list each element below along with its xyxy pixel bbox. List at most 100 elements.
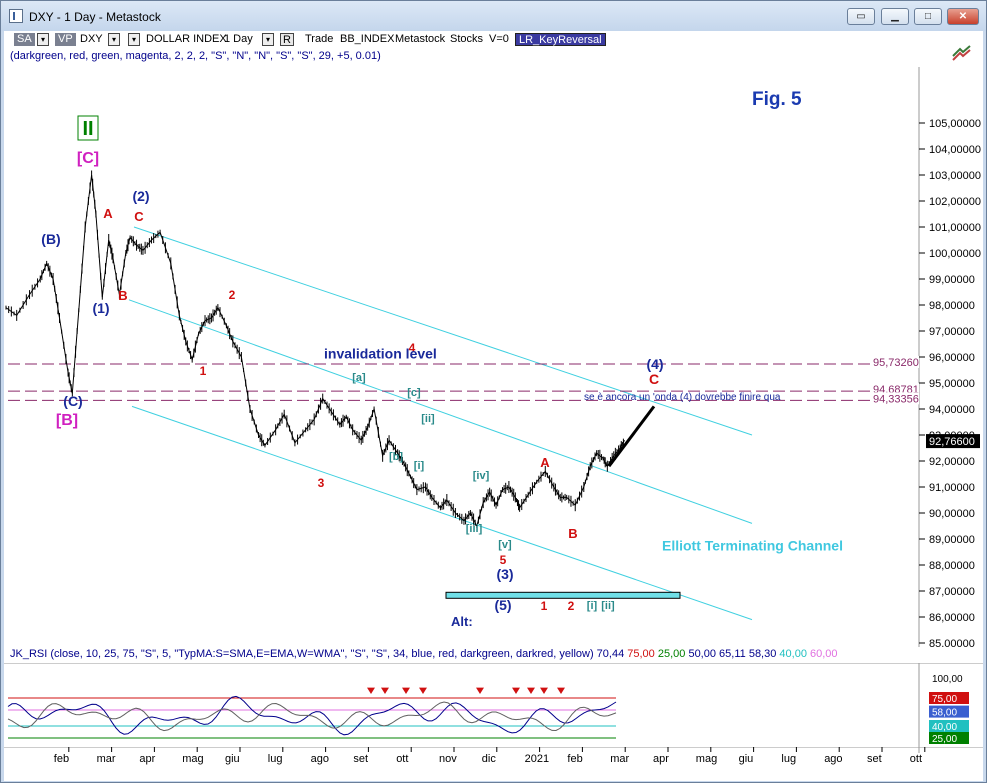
rsi-arrow-icon xyxy=(367,687,375,694)
vp-button[interactable]: VP xyxy=(55,33,76,46)
trade-label: Trade xyxy=(305,33,334,45)
wave-label: C xyxy=(134,209,144,224)
figure-label: Fig. 5 xyxy=(752,89,802,110)
rsi-arrow-icon xyxy=(402,687,410,694)
wave-label: [i] xyxy=(414,460,425,472)
x-tick-label: set xyxy=(867,753,882,765)
rsi-readout: 58,30 xyxy=(745,648,777,660)
y-tick-label: 102,00000 xyxy=(929,196,981,208)
x-tick-label: lug xyxy=(268,753,283,765)
projection-line xyxy=(607,405,656,468)
indicator-tag[interactable]: LR_KeyReversal xyxy=(515,33,606,46)
x-tick-label: dic xyxy=(482,753,497,765)
y-tick-label: 91,00000 xyxy=(929,482,975,494)
rsi-tick-bg xyxy=(929,692,969,704)
note-label: se è ancora un 'onda (4) dovrebbe finire… xyxy=(584,392,781,403)
wave-label: (5) xyxy=(494,597,511,613)
wave-label: 5 xyxy=(500,553,507,567)
wave-label: [i] xyxy=(587,600,598,612)
wave-label: [C] xyxy=(77,150,99,167)
wave-label: 2 xyxy=(568,599,575,613)
sa-dropdown-icon[interactable]: ▾ xyxy=(37,33,49,46)
restore-icon[interactable]: ▭ xyxy=(847,8,875,25)
alt-label: Alt: xyxy=(451,614,473,629)
window-title: DXY - 1 Day - Metastock xyxy=(29,10,161,24)
y-tick-label: 99,00000 xyxy=(929,274,975,286)
wave-label: (3) xyxy=(496,566,513,582)
level-label-bg xyxy=(870,383,919,396)
y-tick-label: 92,00000 xyxy=(929,456,975,468)
wave-label: (C) xyxy=(63,393,82,409)
y-tick-label: 98,00000 xyxy=(929,300,975,312)
target-zone xyxy=(445,591,681,599)
maximize-button[interactable]: □ xyxy=(914,8,942,25)
rsi-line xyxy=(7,701,617,732)
period-dropdown-icon[interactable]: ▾ xyxy=(262,33,274,46)
wave-label: [ii] xyxy=(421,413,435,425)
compare-dropdown-icon[interactable]: ▾ xyxy=(128,33,140,46)
y-tick-label: 88,00000 xyxy=(929,560,975,572)
wave-label: (B) xyxy=(41,231,60,247)
wave-label: [ii] xyxy=(601,600,615,612)
rsi-arrow-icon xyxy=(381,687,389,694)
chart-toolbar: SA ▾ VP DXY ▾ ▾ DOLLAR INDEX 1 Day ▾ R T… xyxy=(4,31,983,49)
rsi-tick-label: 75,00 xyxy=(932,694,957,705)
symbol-dropdown-icon[interactable]: ▾ xyxy=(108,33,120,46)
r-button[interactable]: R xyxy=(280,33,294,46)
x-tick-label: ott xyxy=(396,753,408,765)
rsi-tick-label: 100,00 xyxy=(932,674,963,685)
rsi-tick-bg xyxy=(929,705,969,718)
x-tick-label: mar xyxy=(610,753,629,765)
wave-label: 3 xyxy=(318,476,325,490)
wave-label: A xyxy=(540,455,550,470)
indicator-params: (darkgreen, red, green, magenta, 2, 2, 2… xyxy=(10,50,381,62)
x-tick-label: feb xyxy=(54,753,69,765)
rsi-arrow-icon xyxy=(540,687,548,694)
wave-label: 2 xyxy=(229,288,236,302)
symbol-label: DXY xyxy=(80,33,103,45)
wave-label: [iv] xyxy=(473,470,490,482)
channel-line xyxy=(131,405,753,621)
rsi-tick-label: 25,00 xyxy=(932,734,957,745)
x-tick-label: mag xyxy=(696,753,717,765)
rsi-tick-bg xyxy=(929,720,969,732)
minimize-button[interactable]: ▁ xyxy=(881,8,909,25)
sa-button[interactable]: SA xyxy=(14,33,35,46)
level-label-bg xyxy=(870,355,919,368)
y-tick-label: 90,00000 xyxy=(929,508,975,520)
chart-area: SA ▾ VP DXY ▾ ▾ DOLLAR INDEX 1 Day ▾ R T… xyxy=(4,31,983,781)
y-tick-label: 87,00000 xyxy=(929,586,975,598)
stocks-label: Stocks xyxy=(450,33,484,45)
wave-label: [b] xyxy=(389,451,403,463)
source-label: Metastock xyxy=(395,33,446,45)
refresh-icon[interactable] xyxy=(950,43,976,63)
y-tick-label: 104,00000 xyxy=(929,144,981,156)
volume-label: V=0 xyxy=(489,33,509,45)
app-icon xyxy=(9,9,23,23)
x-tick-label: lug xyxy=(781,753,796,765)
x-axis: feb mar apr mag giu lug ago set ott nov dic 2021 feb… xyxy=(4,747,983,765)
wave-label: [B] xyxy=(56,412,78,429)
x-tick-label: apr xyxy=(653,753,669,765)
wave-label: [iii] xyxy=(466,523,483,535)
x-tick-label: set xyxy=(353,753,368,765)
channel-line xyxy=(128,299,753,524)
price-series-line xyxy=(5,174,625,528)
wave-label: A xyxy=(103,206,113,221)
rsi-params: JK_RSI (close, 10, 25, 75, "S", 5, "TypM… xyxy=(10,648,594,660)
wave-label: [v] xyxy=(498,539,512,551)
rsi-readout: 65,11 xyxy=(715,648,746,660)
wave-label-box xyxy=(77,115,99,141)
y-tick-label: 103,00000 xyxy=(929,170,981,182)
rsi-readout: 60,00 xyxy=(806,648,838,660)
wave-label: II xyxy=(82,118,93,140)
close-button[interactable]: ✕ xyxy=(947,8,979,25)
level-label: 95,73260 xyxy=(873,357,919,369)
x-tick-label: mag xyxy=(182,753,203,765)
x-tick-label: ago xyxy=(824,753,842,765)
title-bar[interactable]: DXY - 1 Day - Metastock ▭ ▁ □ ✕ xyxy=(1,1,986,31)
x-tick-label: 2021 xyxy=(525,753,549,765)
